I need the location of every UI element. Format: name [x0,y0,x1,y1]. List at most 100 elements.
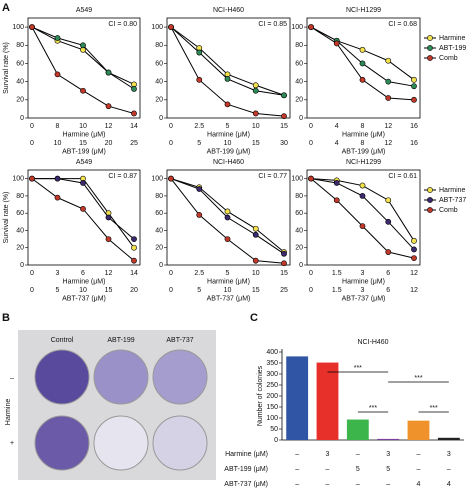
y-tick-label: 60 [16,210,24,217]
legend-label: Harmine [439,35,466,42]
x-tick-label: 5 [226,270,230,277]
point [281,260,287,267]
x-tick-label: 2.5 [194,270,204,277]
plot-frame [166,169,291,266]
point [252,87,259,94]
point [281,250,287,257]
y-tick-label: 0 [20,115,24,122]
x-tick-label: 6 [81,270,85,277]
y-tick-label: 20 [295,245,303,252]
plot-frame [306,169,421,266]
x-tick-label: 10 [79,287,87,294]
point [252,231,259,238]
point [224,76,231,82]
chart-title: NCI-H460 [357,339,388,346]
series-line [310,178,415,259]
y-tick-label: 20 [155,245,163,252]
x-tick-label: 15 [280,270,288,277]
point [359,223,366,230]
row-label: – [10,375,14,382]
y-tick-label: 80 [16,193,24,200]
series-line [32,178,135,249]
x-tick-label: 12 [384,140,392,147]
series-line [31,26,135,90]
point [281,113,287,120]
y-tick-label: 80 [295,42,303,49]
y-tick-label: 0 [159,262,163,269]
x-tick-label: 12 [105,123,113,130]
point [359,76,366,83]
x-tick-label: 0 [309,140,313,147]
y-tick-label: 0 [274,437,278,444]
y-tick-label: 150 [266,404,278,411]
x-tick-label: 10 [54,140,62,147]
point [252,110,259,117]
x-tick-label: 4 [335,123,339,130]
point [131,236,137,242]
chart-title: NCI-H1299 [346,159,381,166]
point [131,257,137,264]
point [80,205,86,212]
y-axis-label: Number of colonies [257,365,264,426]
x-tick-label: 10 [224,287,232,294]
y-tick-label: 40 [155,227,163,234]
legend-marker [427,35,433,41]
point [131,244,137,251]
condition-label: – [386,481,390,488]
x-axis-label: Harmine (μM) [63,131,106,138]
point [196,186,203,192]
x-tick-label: 0 [30,140,34,147]
row-label: + [10,440,14,447]
point [385,57,392,64]
x-tick-label: 10 [252,123,260,130]
y-tick-label: 100 [12,175,24,182]
plot-frame [306,17,421,119]
point [359,46,366,53]
y-tick-label: 60 [155,60,163,67]
y-tick-label: 40 [155,78,163,85]
x-tick-label: 0 [30,123,34,130]
x-tick-label: 12 [410,287,418,294]
x-tick-label: 1.5 [332,287,342,294]
y-tick-label: 40 [16,78,24,85]
x-axis-label: ABT-737 (μM) [207,295,251,302]
x-tick-label: 2.5 [194,123,204,130]
point [252,225,259,232]
point [411,255,417,261]
x-tick-label: 12 [384,123,392,130]
point [105,103,112,110]
point [224,101,231,108]
legend-marker [427,55,433,61]
x-tick-label: 16 [410,123,418,130]
plot-frame [27,17,141,119]
y-tick-label: 300 [266,371,278,378]
y-tick-label: 20 [16,245,24,252]
point [411,96,417,103]
legend-label: Harmine [439,187,466,194]
x-tick-label: 10 [252,270,260,277]
point [105,236,112,242]
x-tick-label: 4 [335,140,339,147]
panel-label: C [250,312,258,324]
x-axis-label: Harmine (μM) [207,278,250,285]
annotation: CI = 0.61 [388,173,417,180]
point [196,212,203,218]
point [224,236,231,242]
point [333,197,340,204]
condition-label: 5 [386,466,390,473]
point [333,180,340,186]
series-line [31,178,135,262]
x-axis-label: ABT-737 (μM) [342,295,386,302]
x-tick-label: 0 [309,270,313,277]
y-tick-label: 0 [159,115,163,122]
point [196,49,203,56]
y-tick-label: 60 [295,210,303,217]
condition-name: Harmine (μM) [225,451,268,458]
point [168,175,174,182]
condition-label: – [356,451,360,458]
bar [377,438,400,440]
series-line [31,26,135,114]
x-tick-label: 12 [410,270,418,277]
chart-title: NCI-H1299 [346,7,381,14]
